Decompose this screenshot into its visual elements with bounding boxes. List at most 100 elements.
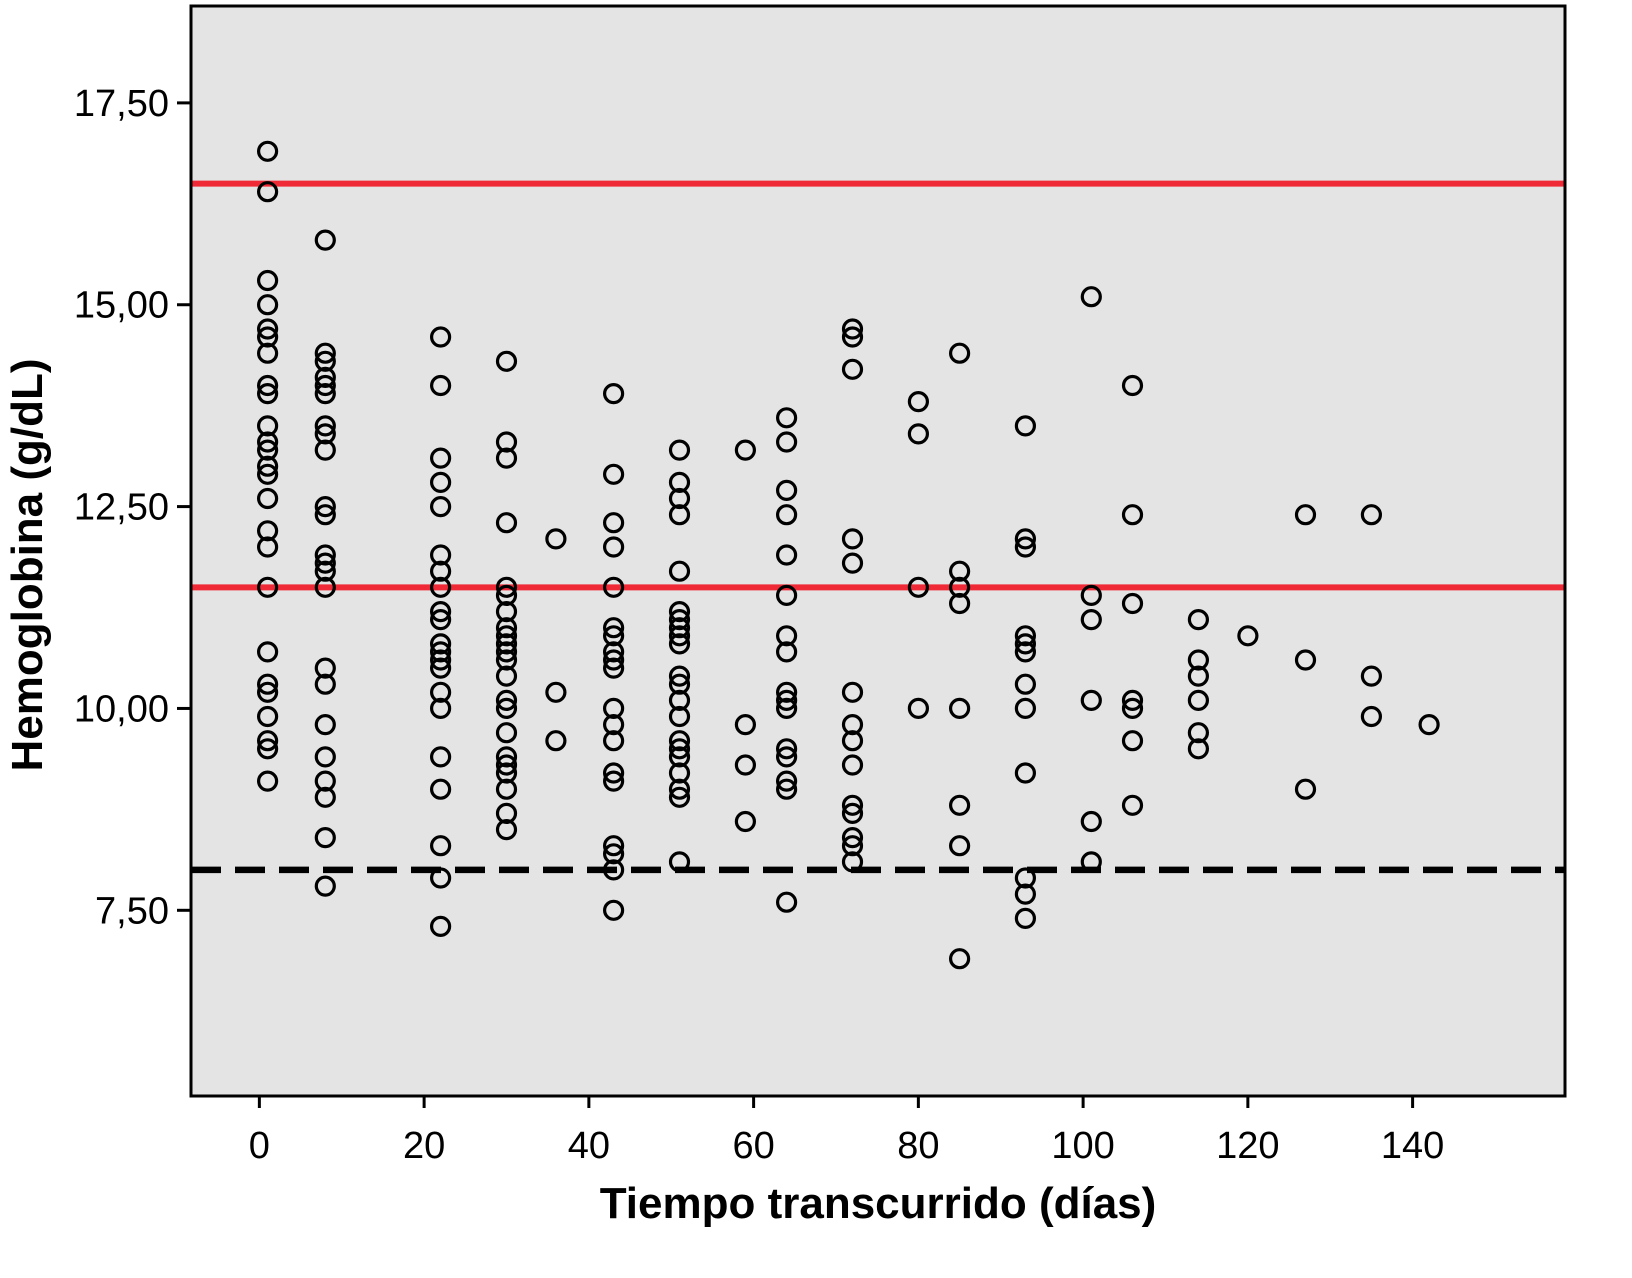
data-point	[495, 778, 518, 800]
data-point	[1121, 374, 1144, 397]
data-point	[257, 576, 279, 598]
data-point	[775, 544, 798, 566]
y-axis-title: Hemoglobina (g/dL)	[3, 358, 52, 771]
data-point	[1187, 689, 1210, 712]
data-point	[841, 326, 864, 348]
data-point	[314, 746, 336, 768]
data-point	[1121, 592, 1144, 615]
data-point	[734, 754, 757, 776]
data-point	[1187, 608, 1210, 631]
data-point	[314, 713, 336, 736]
data-point	[495, 447, 518, 469]
data-point	[668, 600, 691, 623]
data-point	[668, 673, 691, 695]
data-point	[1014, 883, 1037, 905]
data-point	[1014, 625, 1037, 647]
y-tick-label: 7,50	[95, 890, 169, 932]
data-point	[668, 689, 691, 712]
data-point	[841, 681, 864, 703]
data-point	[602, 770, 625, 792]
data-point	[314, 415, 336, 437]
data-point	[841, 802, 864, 825]
data-point	[948, 576, 971, 598]
y-axis: 7,50 10,00 12,50 15,00 17,50	[74, 83, 191, 932]
data-point	[775, 697, 798, 720]
data-point	[257, 326, 279, 348]
x-tick-label: 100	[1051, 1125, 1114, 1167]
data-point	[775, 625, 798, 647]
data-point	[257, 463, 279, 485]
data-point	[314, 826, 336, 849]
data-point	[1294, 649, 1317, 671]
data-point	[775, 770, 798, 792]
data-point	[907, 391, 930, 413]
data-point	[257, 374, 279, 397]
data-point	[948, 697, 971, 720]
data-point	[257, 770, 279, 792]
data-point	[841, 528, 864, 550]
data-point	[314, 576, 336, 598]
data-point	[668, 778, 691, 800]
data-point	[430, 576, 452, 598]
data-point	[775, 407, 798, 429]
data-point	[257, 738, 279, 760]
data-point	[668, 665, 691, 687]
data-point	[257, 705, 279, 728]
data-point	[1014, 641, 1037, 663]
data-point	[1080, 689, 1102, 712]
data-point	[257, 641, 279, 663]
data-point	[841, 730, 864, 752]
data-point	[1080, 851, 1102, 873]
data-point	[314, 875, 336, 897]
data-point	[1121, 697, 1144, 720]
x-tick-label: 0	[249, 1125, 270, 1167]
data-point	[602, 899, 625, 921]
data-point	[545, 528, 567, 550]
data-point	[668, 746, 691, 768]
data-point	[948, 342, 971, 364]
x-axis-title: Tiempo transcurrido (días)	[600, 1179, 1157, 1228]
y-tick-label: 17,50	[74, 83, 169, 125]
data-point	[1187, 722, 1210, 744]
data-point	[1080, 810, 1102, 833]
data-point	[257, 383, 279, 405]
data-point	[668, 487, 691, 510]
data-point	[314, 374, 336, 397]
data-point	[1014, 867, 1037, 889]
data-point	[314, 544, 336, 566]
data-point	[841, 754, 864, 776]
x-tick-label: 120	[1216, 1125, 1279, 1167]
x-tick-label: 20	[403, 1125, 445, 1167]
data-point	[602, 576, 625, 598]
data-point	[1014, 528, 1037, 550]
data-point	[1418, 713, 1440, 736]
data-point	[495, 762, 518, 784]
data-point	[1360, 665, 1383, 687]
data-point	[668, 705, 691, 728]
y-tick-label: 12,50	[74, 487, 169, 529]
data-point	[257, 318, 279, 340]
data-point	[495, 617, 518, 639]
data-point	[775, 746, 798, 768]
data-point	[602, 859, 625, 881]
data-point	[314, 552, 336, 574]
data-point	[668, 851, 691, 873]
data-point	[1187, 738, 1210, 760]
data-point	[314, 350, 336, 372]
data-point	[495, 746, 518, 768]
data-point	[734, 810, 757, 833]
data-point	[495, 350, 518, 372]
data-point	[775, 479, 798, 501]
data-point	[841, 713, 864, 736]
data-point	[314, 366, 336, 388]
data-point	[841, 826, 864, 849]
data-point	[430, 649, 452, 671]
y-tick-label: 10,00	[74, 688, 169, 730]
data-point	[1080, 286, 1102, 308]
data-point	[495, 512, 518, 534]
data-point	[602, 730, 625, 752]
data-point	[907, 576, 930, 598]
data-point	[668, 471, 691, 493]
